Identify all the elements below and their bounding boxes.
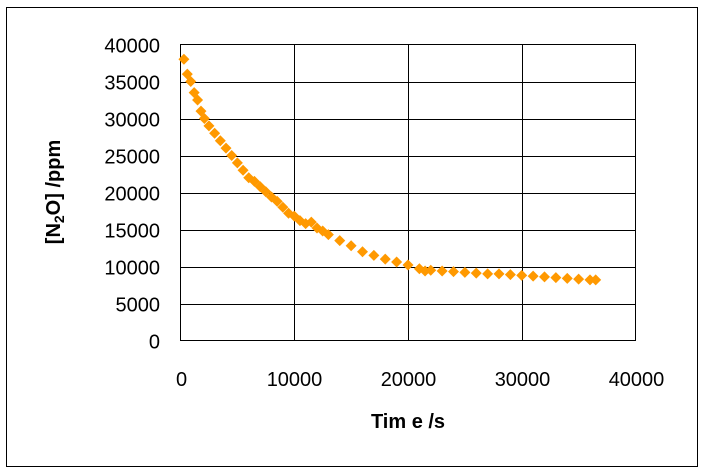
- data-point: [573, 273, 585, 285]
- y-axis-title-subscript: 2: [51, 215, 67, 223]
- data-point: [345, 240, 357, 252]
- data-point: [516, 269, 528, 281]
- data-point: [550, 272, 562, 284]
- data-point: [214, 135, 226, 147]
- data-point: [448, 266, 459, 278]
- data-point: [527, 270, 539, 282]
- data-point: [231, 157, 243, 169]
- data-point: [334, 235, 346, 247]
- data-point: [584, 274, 596, 286]
- data-point: [539, 271, 550, 283]
- x-axis-title: Tim e /s: [371, 411, 445, 433]
- data-point: [305, 216, 317, 228]
- data-point: [482, 268, 494, 280]
- data-point: [220, 142, 232, 154]
- data-point: [192, 94, 204, 106]
- data-point: [561, 272, 573, 284]
- y-tick-label: 15000: [104, 221, 160, 243]
- y-tick-label: 30000: [104, 110, 160, 132]
- y-axis-title-start: [N: [43, 223, 65, 244]
- y-axis-title-end: O] /ppm: [43, 140, 65, 216]
- data-point: [402, 259, 414, 271]
- x-tick-label: 30000: [495, 369, 551, 391]
- data-point: [178, 53, 190, 65]
- data-point: [322, 229, 334, 241]
- x-tick-label: 40000: [609, 369, 665, 391]
- y-tick-label: 25000: [104, 147, 160, 169]
- y-tick-label: 10000: [104, 258, 160, 280]
- x-tick-label: 0: [176, 369, 187, 391]
- data-point: [493, 268, 505, 280]
- data-point: [425, 264, 437, 276]
- data-point: [379, 253, 391, 265]
- x-tick-label: 10000: [267, 369, 323, 391]
- y-axis-title: [N2O] /ppm: [43, 140, 67, 244]
- data-point: [203, 120, 215, 132]
- data-point: [368, 249, 380, 261]
- data-point: [391, 256, 403, 268]
- data-point: [504, 269, 516, 281]
- data-point: [470, 267, 482, 279]
- data-point: [237, 164, 249, 176]
- data-point: [357, 246, 368, 258]
- tick-labels: 0 5000 10000 15000 20000 25000 30000 35000 40000…: [104, 36, 664, 392]
- y-tick-label: 0: [149, 332, 160, 354]
- data-point: [271, 195, 283, 207]
- data-point: [459, 266, 471, 278]
- x-tick-label: 20000: [381, 369, 437, 391]
- data-point: [436, 265, 448, 277]
- y-tick-label: 35000: [104, 73, 160, 95]
- y-tick-label: 5000: [116, 295, 161, 317]
- data-point: [209, 127, 221, 139]
- data-point: [226, 150, 238, 161]
- data-point: [185, 76, 197, 87]
- data-point: [590, 274, 602, 286]
- data-point: [277, 201, 289, 213]
- y-tick-label: 20000: [104, 184, 160, 206]
- data-points: [178, 53, 602, 286]
- data-point: [198, 113, 210, 124]
- y-tick-label: 40000: [104, 36, 160, 58]
